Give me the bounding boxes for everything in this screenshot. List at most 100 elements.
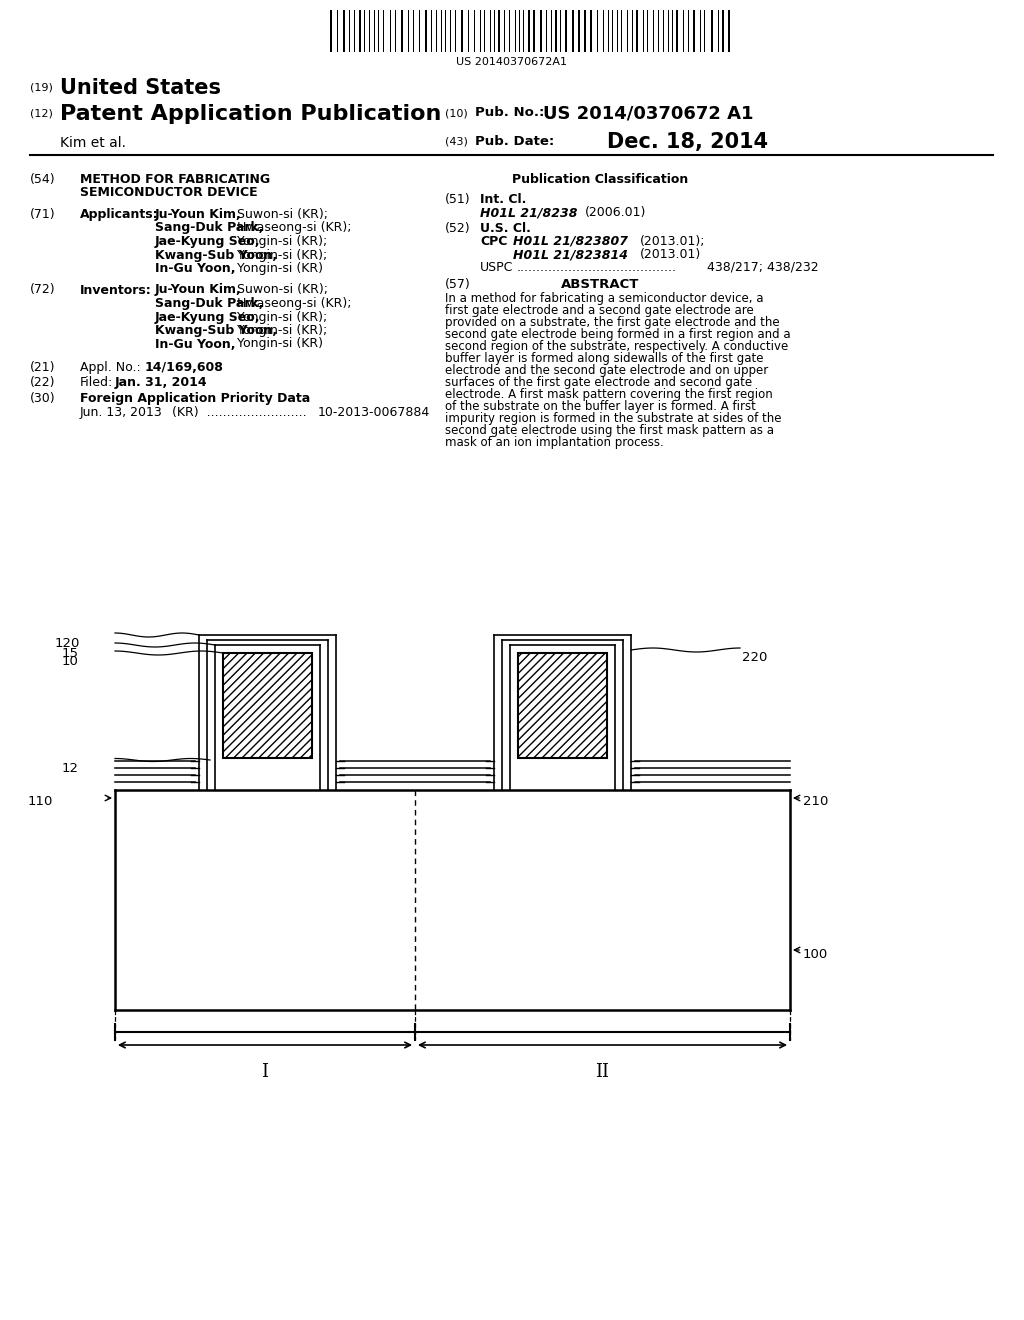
Text: (KR)  .........................: (KR) ......................... <box>172 407 306 418</box>
Text: 15: 15 <box>62 647 79 660</box>
Text: USPC: USPC <box>480 261 513 275</box>
Text: United States: United States <box>60 78 221 98</box>
Text: Kim et al.: Kim et al. <box>60 136 126 150</box>
Text: Sang-Duk Park,: Sang-Duk Park, <box>155 297 263 310</box>
Text: ........................................: ........................................ <box>517 261 677 275</box>
Text: (21): (21) <box>30 360 55 374</box>
Bar <box>676 11 678 51</box>
Text: (12): (12) <box>30 108 53 117</box>
Bar <box>590 11 592 51</box>
Text: In-Gu Yoon,: In-Gu Yoon, <box>155 338 236 351</box>
Text: In-Gu Yoon,: In-Gu Yoon, <box>155 261 236 275</box>
Text: 100: 100 <box>803 948 828 961</box>
Text: Int. Cl.: Int. Cl. <box>480 193 526 206</box>
Text: buffer layer is formed along sidewalls of the first gate: buffer layer is formed along sidewalls o… <box>445 352 764 366</box>
Text: Kwang-Sub Yoon,: Kwang-Sub Yoon, <box>155 248 278 261</box>
Text: Ju-Youn Kim,: Ju-Youn Kim, <box>155 209 242 220</box>
Bar <box>518 653 607 758</box>
Text: Hwaseong-si (KR);: Hwaseong-si (KR); <box>237 222 351 235</box>
Text: 14/169,608: 14/169,608 <box>145 360 224 374</box>
Text: (54): (54) <box>30 173 55 186</box>
Text: (51): (51) <box>445 193 471 206</box>
Bar <box>572 11 574 51</box>
Text: (43): (43) <box>445 136 468 147</box>
Text: In a method for fabricating a semiconductor device, a: In a method for fabricating a semiconduc… <box>445 292 764 305</box>
Text: Suwon-si (KR);: Suwon-si (KR); <box>237 284 328 297</box>
Bar <box>722 11 724 51</box>
Text: electrode and the second gate electrode and on upper: electrode and the second gate electrode … <box>445 364 768 378</box>
Bar <box>343 11 345 51</box>
Text: Jae-Kyung Seo,: Jae-Kyung Seo, <box>155 235 260 248</box>
Text: Jae-Kyung Seo,: Jae-Kyung Seo, <box>155 310 260 323</box>
Text: Kwang-Sub Yoon,: Kwang-Sub Yoon, <box>155 323 278 337</box>
Text: (57): (57) <box>445 279 471 290</box>
Bar <box>461 11 463 51</box>
Text: (71): (71) <box>30 209 55 220</box>
Bar <box>401 11 403 51</box>
Text: II: II <box>595 1063 609 1081</box>
Text: Appl. No.:: Appl. No.: <box>80 360 140 374</box>
Text: 110: 110 <box>28 795 53 808</box>
Text: (10): (10) <box>445 108 468 117</box>
Bar <box>425 11 427 51</box>
Text: (72): (72) <box>30 284 55 297</box>
Text: (30): (30) <box>30 392 55 405</box>
Text: second gate electrode being formed in a first region and a: second gate electrode being formed in a … <box>445 327 791 341</box>
Text: Sang-Duk Park,: Sang-Duk Park, <box>155 222 263 235</box>
Text: I: I <box>261 1063 268 1081</box>
Text: surfaces of the first gate electrode and second gate: surfaces of the first gate electrode and… <box>445 376 752 389</box>
Bar <box>528 11 530 51</box>
Text: (22): (22) <box>30 376 55 389</box>
Text: of the substrate on the buffer layer is formed. A first: of the substrate on the buffer layer is … <box>445 400 756 413</box>
Text: Yongin-si (KR): Yongin-si (KR) <box>237 338 323 351</box>
Bar <box>223 653 312 758</box>
Text: Pub. No.:: Pub. No.: <box>475 106 545 119</box>
Text: Yongin-si (KR);: Yongin-si (KR); <box>237 235 328 248</box>
Bar <box>711 11 713 51</box>
Text: mask of an ion implantation process.: mask of an ion implantation process. <box>445 436 664 449</box>
Text: Dec. 18, 2014: Dec. 18, 2014 <box>607 132 768 152</box>
Text: Inventors:: Inventors: <box>80 284 152 297</box>
Text: H01L 21/8238: H01L 21/8238 <box>480 206 578 219</box>
Text: Publication Classification: Publication Classification <box>512 173 688 186</box>
Bar <box>555 11 557 51</box>
Text: Patent Application Publication: Patent Application Publication <box>60 104 441 124</box>
Bar <box>359 11 361 51</box>
Bar <box>330 11 332 51</box>
Text: Ju-Youn Kim,: Ju-Youn Kim, <box>155 284 242 297</box>
Bar <box>540 11 542 51</box>
Text: Yongin-si (KR);: Yongin-si (KR); <box>237 323 328 337</box>
Bar <box>584 11 586 51</box>
Text: (19): (19) <box>30 83 53 92</box>
Bar <box>578 11 580 51</box>
Bar <box>534 11 535 51</box>
Bar <box>636 11 638 51</box>
Text: SEMICONDUCTOR DEVICE: SEMICONDUCTOR DEVICE <box>80 186 258 199</box>
Text: Filed:: Filed: <box>80 376 114 389</box>
Text: Suwon-si (KR);: Suwon-si (KR); <box>237 209 328 220</box>
Text: Yongin-si (KR);: Yongin-si (KR); <box>237 248 328 261</box>
Text: 10-2013-0067884: 10-2013-0067884 <box>318 407 430 418</box>
Text: Jun. 13, 2013: Jun. 13, 2013 <box>80 407 163 418</box>
Text: H01L 21/823814: H01L 21/823814 <box>513 248 628 261</box>
Text: ABSTRACT: ABSTRACT <box>561 279 639 290</box>
Text: electrode. A first mask pattern covering the first region: electrode. A first mask pattern covering… <box>445 388 773 401</box>
Text: 210: 210 <box>803 795 828 808</box>
Text: US 2014/0370672 A1: US 2014/0370672 A1 <box>543 104 754 121</box>
Bar <box>728 11 730 51</box>
Bar <box>565 11 567 51</box>
Text: Applicants:: Applicants: <box>80 209 159 220</box>
Text: H01L 21/823807: H01L 21/823807 <box>513 235 628 248</box>
Text: U.S. Cl.: U.S. Cl. <box>480 222 530 235</box>
Text: 220: 220 <box>742 651 767 664</box>
Text: Foreign Application Priority Data: Foreign Application Priority Data <box>80 392 310 405</box>
Text: second gate electrode using the first mask pattern as a: second gate electrode using the first ma… <box>445 424 774 437</box>
Text: second region of the substrate, respectively. A conductive: second region of the substrate, respecti… <box>445 341 788 352</box>
Text: provided on a substrate, the first gate electrode and the: provided on a substrate, the first gate … <box>445 315 779 329</box>
Text: 438/217; 438/232: 438/217; 438/232 <box>707 261 818 275</box>
Text: US 20140370672A1: US 20140370672A1 <box>457 57 567 67</box>
Text: (2013.01): (2013.01) <box>640 248 701 261</box>
Text: (52): (52) <box>445 222 471 235</box>
Text: 12: 12 <box>62 762 79 775</box>
Text: Pub. Date:: Pub. Date: <box>475 135 554 148</box>
